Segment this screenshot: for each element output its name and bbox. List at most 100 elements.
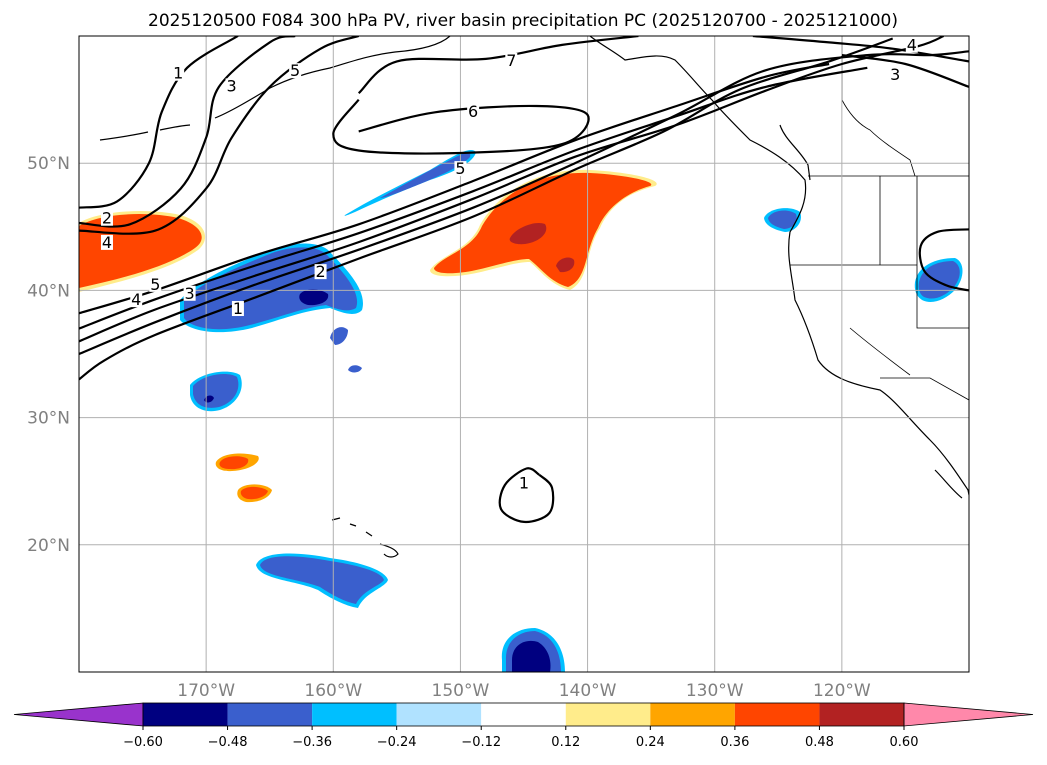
negative-anomaly-region: [348, 365, 362, 373]
longitude-tick-label: 120°W: [813, 681, 871, 701]
colorbar-tick-label: −0.36: [292, 735, 332, 750]
positive-anomaly-region: [240, 486, 268, 500]
contour-label-background: [314, 264, 327, 280]
pv-contour-label: 1: [173, 64, 183, 83]
longitude-tick-label: 170°W: [177, 681, 235, 701]
pv-contour-label: 5: [455, 159, 465, 178]
contour-label-background: [100, 234, 113, 250]
contour-label-background: [100, 210, 113, 226]
pv-contour-label: 6: [468, 102, 478, 121]
colorbar-segment: [227, 703, 313, 726]
pv-contour-label: 7: [506, 51, 516, 70]
pv-contour-line: [752, 36, 969, 63]
pv-contour-line: [79, 50, 969, 356]
colorbar-extend-high: [903, 702, 1034, 727]
contour-label-background: [905, 37, 918, 53]
colorbar-tick-label: 0.12: [551, 735, 580, 750]
pv-contour-line: [79, 37, 894, 381]
map-title: 2025120500 F084 300 hPa PV, river basin …: [148, 11, 898, 31]
colorbar-tick-label: 0.24: [636, 735, 665, 750]
longitude-tick-labels: 170°W 160°W 150°W 140°W 130°W 120°W: [177, 681, 871, 701]
longitude-tick-label: 130°W: [686, 681, 744, 701]
negative-anomaly-region: [768, 210, 797, 229]
positive-anomaly-region: [219, 456, 249, 470]
pv-contour-line: [79, 36, 239, 209]
pv-contour-label: 5: [150, 275, 160, 294]
ocean-background: [79, 36, 969, 672]
pv-contour-label: 3: [890, 65, 900, 84]
colorbar-tick-label: 0.60: [890, 735, 919, 750]
contour-label-background: [505, 52, 518, 68]
pv-contour-label: 2: [102, 209, 112, 228]
pv-contour-label: 3: [226, 76, 236, 95]
contour-label-background: [183, 285, 196, 301]
precipitation-shading: [79, 150, 963, 672]
longitude-tick-label: 150°W: [432, 681, 490, 701]
coastlines: [99, 36, 969, 558]
colorbar-tick-label: −0.60: [123, 735, 163, 750]
colorbar-segment: [734, 703, 820, 726]
colorbar-segment: [143, 703, 228, 726]
contour-label-background: [231, 301, 244, 317]
colorbar-segment: [396, 703, 482, 726]
pv-contour-line: [79, 36, 360, 235]
colorbar-tick-label: 0.36: [720, 735, 749, 750]
latitude-tick-label: 30°N: [27, 409, 70, 429]
latitude-tick-label: 50°N: [27, 154, 70, 174]
negative-anomaly-region: [330, 327, 348, 345]
pv-contour-label: 4: [102, 233, 112, 252]
strong-positive-region: [509, 222, 547, 245]
contour-label-background: [130, 292, 143, 308]
pv-contour-label: 4: [131, 290, 141, 309]
latitude-tick-label: 40°N: [27, 281, 70, 301]
pv-contour-line: [79, 36, 945, 343]
colorbar-tick-label: −0.24: [377, 735, 417, 750]
colorbar-outline: [142, 702, 905, 727]
colorbar-extend-low: [13, 702, 144, 727]
pv-contour-line: [841, 54, 969, 88]
colorbar-tick-label: −0.12: [461, 735, 501, 750]
contour-label-background: [889, 66, 902, 82]
map-frame: [78, 35, 970, 673]
colorbar: [13, 702, 1034, 727]
pv-contour-label: 5: [290, 61, 300, 80]
contour-label-background: [172, 65, 185, 81]
negative-anomaly-region: [918, 261, 960, 299]
strong-negative-region: [299, 289, 329, 306]
colorbar-segment: [650, 703, 735, 726]
latitude-tick-labels: 50°N 40°N 30°N 20°N: [27, 154, 70, 556]
longitude-tick-label: 160°W: [304, 681, 362, 701]
colorbar-tick-label: −0.48: [208, 735, 248, 750]
contour-label-background: [289, 63, 302, 79]
colorbar-segment: [481, 703, 566, 726]
contour-label-background: [518, 475, 530, 491]
colorbar-segment: [565, 703, 651, 726]
pv-contour-line: [79, 62, 830, 315]
political-borders: [790, 36, 969, 401]
pv-contour-label: 2: [315, 262, 325, 281]
pv-contour-line: [357, 36, 639, 95]
contour-label-background: [225, 78, 238, 94]
colorbar-segment: [819, 703, 904, 726]
pv-contour-label: 1: [233, 299, 243, 318]
contour-label-background: [149, 276, 162, 292]
pv-contour-line: [918, 228, 969, 292]
strong-negative-region: [512, 640, 551, 672]
contour-label-background: [454, 161, 467, 177]
strong-positive-region: [556, 257, 575, 273]
negative-anomaly-region: [380, 152, 471, 198]
negative-anomaly-region: [260, 556, 384, 604]
pv-contour-label: 1: [519, 473, 529, 492]
colorbar-tick-label: 0.48: [805, 735, 834, 750]
latitude-tick-label: 20°N: [27, 536, 70, 556]
pv-contour-line: [498, 467, 555, 524]
pv-contour-label: 4: [907, 36, 917, 55]
colorbar-segment: [312, 703, 397, 726]
contour-label-background: [467, 103, 480, 119]
colorbar-tick-labels: −0.60 −0.48 −0.36 −0.24 −0.12 0.12 0.24 0.36 0.4…: [123, 726, 918, 750]
pv-contour-line: [79, 36, 296, 228]
gridlines: [79, 36, 969, 672]
